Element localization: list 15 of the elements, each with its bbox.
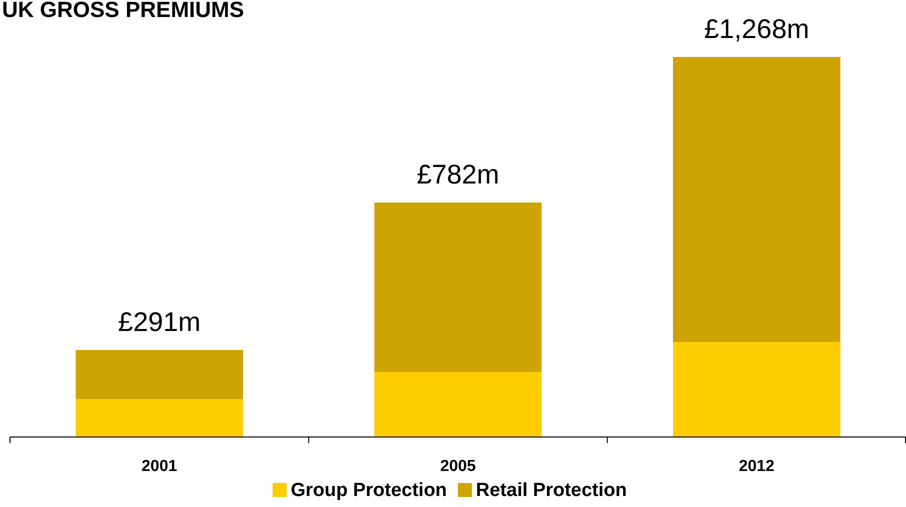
bar [673, 342, 840, 437]
bar [76, 350, 243, 399]
legend-label: Group Protection [290, 480, 447, 501]
bar [673, 57, 840, 342]
annotation: £1,268m [704, 14, 810, 44]
bar [374, 202, 542, 372]
bar [76, 399, 243, 437]
legend-label: Retail Protection [476, 480, 627, 501]
x-tick-label: 2012 [738, 458, 775, 475]
chart-title: UK GROSS PREMIUMS [2, 0, 244, 22]
annotation: £782m [416, 160, 500, 190]
bar [374, 372, 542, 437]
annotation: £291m [118, 306, 201, 337]
x-tick-label: 2005 [440, 458, 476, 475]
x-tick-label: 2001 [142, 458, 178, 475]
